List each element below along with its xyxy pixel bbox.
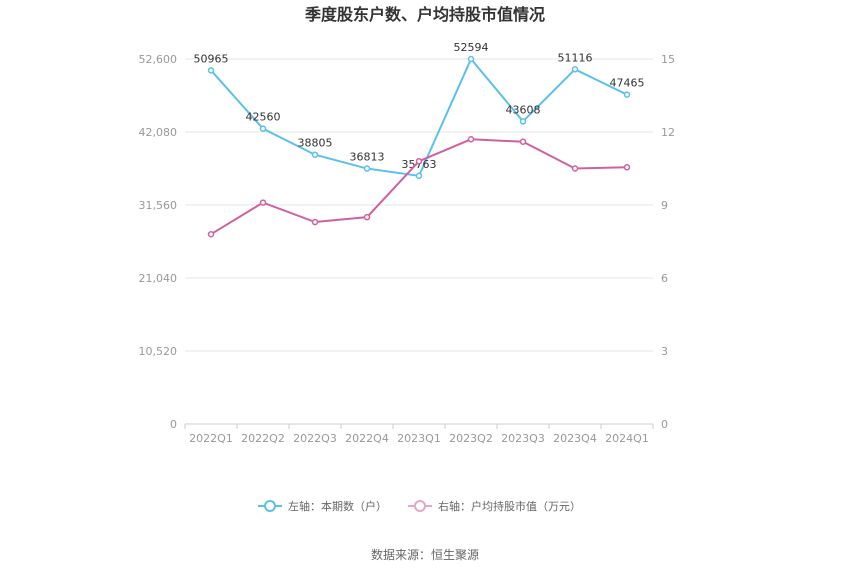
x-tick-label: 2024Q1 — [605, 432, 649, 445]
axes: 0 10,520 21,040 31,560 42,080 52,600 0 3 6 9 12 15 2… — [139, 53, 676, 445]
right-tick-label: 6 — [661, 272, 668, 285]
data-point — [623, 91, 631, 98]
data-point — [415, 172, 423, 180]
data-point — [519, 118, 527, 125]
legend-marker-right — [414, 500, 426, 512]
x-tick-label: 2022Q2 — [241, 432, 285, 445]
right-tick-label: 0 — [661, 418, 668, 431]
data-point — [519, 138, 527, 145]
right-tick-label: 3 — [661, 345, 668, 358]
data-label: 42560 — [246, 111, 281, 124]
series-line-market-value — [210, 138, 628, 236]
right-tick-label: 12 — [661, 126, 675, 139]
left-tick-label: 0 — [170, 418, 177, 431]
data-label: 38805 — [298, 137, 333, 150]
x-tick-label: 2022Q1 — [189, 432, 233, 445]
data-point — [363, 165, 371, 172]
left-tick-label: 21,040 — [139, 272, 178, 285]
x-tick-label: 2022Q4 — [345, 432, 389, 445]
data-label: 52594 — [454, 41, 489, 54]
left-tick-label: 52,600 — [139, 53, 178, 66]
chart-title: 季度股东户数、户均持股市值情况 — [304, 5, 545, 24]
x-tick-label: 2023Q3 — [501, 432, 545, 445]
left-tick-label: 10,520 — [139, 345, 178, 358]
right-tick-label: 15 — [661, 53, 675, 66]
x-tick-label: 2023Q4 — [553, 432, 597, 445]
x-tick-label: 2022Q3 — [293, 432, 337, 445]
data-label: 36813 — [350, 151, 385, 164]
data-point — [571, 165, 579, 172]
data-point — [571, 66, 579, 73]
data-point — [311, 218, 319, 226]
data-point — [207, 67, 215, 74]
data-point — [415, 157, 423, 165]
source-note: 数据来源：恒生聚源 — [371, 547, 479, 562]
series: 5096542560388053681335763525944360851116… — [194, 41, 645, 238]
data-point — [467, 55, 475, 63]
left-tick-label: 31,560 — [139, 199, 178, 212]
data-point — [259, 125, 267, 132]
legend-label-right: 右轴：户均持股市值（万元） — [438, 499, 581, 513]
legend-label-left: 左轴：本期数（户） — [288, 499, 387, 513]
x-tick-label: 2023Q1 — [397, 432, 441, 445]
data-point — [623, 164, 631, 171]
x-tick-label: 2023Q2 — [449, 432, 493, 445]
right-tick-label: 9 — [661, 199, 668, 212]
data-point — [467, 136, 475, 143]
data-point — [311, 151, 319, 158]
data-point — [363, 213, 371, 221]
data-point — [207, 230, 215, 238]
data-label: 47465 — [610, 77, 645, 90]
data-label: 50965 — [194, 52, 229, 65]
legend: 左轴：本期数（户） 右轴：户均持股市值（万元） — [258, 499, 581, 513]
data-label: 51116 — [558, 51, 593, 64]
legend-marker-left — [264, 500, 276, 512]
data-label: 43608 — [506, 103, 541, 116]
data-point — [259, 199, 267, 206]
left-tick-label: 42,080 — [139, 126, 178, 139]
